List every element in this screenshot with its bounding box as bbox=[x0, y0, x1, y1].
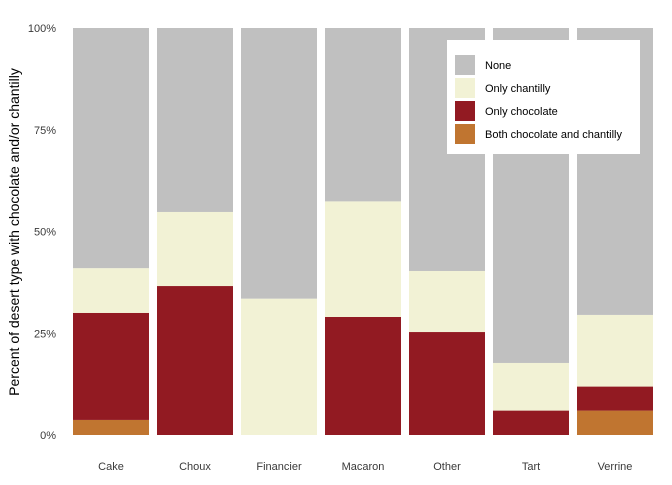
y-tick-label: 0% bbox=[40, 430, 56, 442]
bar-segment bbox=[325, 201, 401, 317]
y-tick-label: 75% bbox=[34, 125, 56, 137]
x-tick-label: Tart bbox=[522, 461, 540, 473]
bar-segment bbox=[325, 28, 401, 202]
legend-label: None bbox=[485, 60, 511, 72]
bar-segment bbox=[73, 28, 149, 269]
x-tick-label: Verrine bbox=[598, 461, 633, 473]
legend-label: Only chocolate bbox=[485, 106, 558, 118]
bar-segment bbox=[73, 312, 149, 420]
bar-segment bbox=[577, 386, 653, 411]
bar-segment bbox=[73, 419, 149, 435]
bar-segment bbox=[73, 268, 149, 313]
y-tick-label: 50% bbox=[34, 227, 56, 239]
legend-swatch bbox=[455, 55, 475, 75]
legend-swatch bbox=[455, 101, 475, 121]
y-axis-ticks: 0% 25% 50% 75% 100% bbox=[28, 23, 56, 442]
legend-swatch bbox=[455, 78, 475, 98]
x-tick-label: Other bbox=[433, 461, 461, 473]
bar-segment bbox=[409, 332, 485, 435]
bars bbox=[73, 28, 653, 435]
x-tick-label: Choux bbox=[179, 461, 211, 473]
x-axis-ticks: Cake Choux Financier Macaron Other Tart Verrin… bbox=[98, 461, 632, 473]
y-axis-label: Percent of desert type with chocolate an… bbox=[6, 68, 22, 396]
x-tick-label: Macaron bbox=[342, 461, 385, 473]
legend: None Only chantilly Only chocolate Both cho… bbox=[447, 40, 640, 154]
bar-segment bbox=[577, 410, 653, 435]
bar-segment bbox=[241, 298, 317, 435]
y-tick-label: 25% bbox=[34, 328, 56, 340]
y-tick-label: 100% bbox=[28, 23, 56, 35]
bar-segment bbox=[157, 28, 233, 212]
legend-box bbox=[447, 40, 640, 154]
x-tick-label: Financier bbox=[256, 461, 302, 473]
bar-segment bbox=[157, 286, 233, 435]
bar-segment bbox=[157, 211, 233, 287]
legend-swatch bbox=[455, 124, 475, 144]
bar-segment bbox=[577, 314, 653, 387]
legend-label: Only chantilly bbox=[485, 83, 551, 95]
bar-segment bbox=[493, 362, 569, 411]
x-tick-label: Cake bbox=[98, 461, 124, 473]
bar-segment bbox=[325, 316, 401, 435]
bar-segment bbox=[241, 28, 317, 299]
bar-segment bbox=[493, 410, 569, 435]
bar-segment bbox=[409, 270, 485, 333]
legend-label: Both chocolate and chantilly bbox=[485, 129, 622, 141]
